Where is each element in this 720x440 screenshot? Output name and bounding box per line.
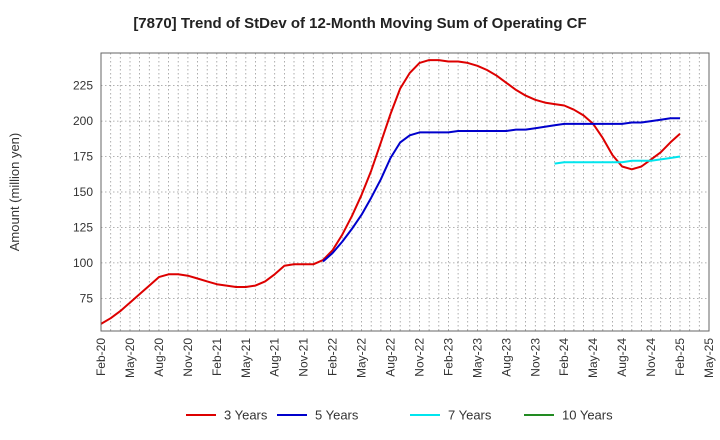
x-tick-label: May-24 — [586, 338, 600, 378]
plot-frame — [100, 52, 710, 332]
y-tick-label: 125 — [73, 221, 93, 235]
x-axis-ticks: Feb-20 May-20 Aug-20 Nov-20 Feb-21 May-21 Aug-… — [94, 338, 716, 378]
x-tick-label: Feb-22 — [326, 338, 340, 376]
y-tick-label: 150 — [73, 185, 93, 199]
y-tick-label: 75 — [80, 291, 94, 305]
x-tick-label: Aug-20 — [152, 338, 166, 377]
series-line-3 — [554, 155, 681, 165]
y-tick-label: 175 — [73, 150, 93, 164]
y-axis-ticks: 75 100 125 150 175 200 225 — [73, 79, 93, 306]
x-tick-label: Nov-24 — [644, 338, 658, 377]
x-tick-label: Aug-22 — [384, 338, 398, 377]
legend-label-3: 7 Years — [448, 408, 492, 423]
series-line-2 — [322, 117, 680, 263]
x-tick-label: May-22 — [355, 338, 369, 378]
x-tick-label: Feb-24 — [557, 338, 571, 376]
chart-title: [7870] Trend of StDev of 12-Month Moving… — [133, 15, 586, 32]
grid — [100, 53, 710, 331]
x-tick-label: Aug-23 — [499, 338, 513, 377]
x-tick-label: Aug-21 — [268, 338, 282, 377]
y-tick-label: 225 — [73, 79, 93, 93]
x-tick-label: Feb-23 — [441, 338, 455, 376]
x-tick-label: Feb-25 — [673, 338, 687, 376]
x-tick-label: May-20 — [123, 338, 137, 378]
x-tick-label: Feb-20 — [94, 338, 108, 376]
legend-label-1: 3 Years — [224, 408, 268, 423]
series-lines — [100, 59, 681, 325]
x-tick-label: May-25 — [702, 338, 716, 378]
y-axis-label: Amount (million yen) — [7, 133, 22, 252]
legend-label-4: 10 Years — [562, 408, 613, 423]
x-tick-label: Feb-21 — [210, 338, 224, 376]
x-tick-label: May-21 — [239, 338, 253, 378]
x-tick-label: May-23 — [470, 338, 484, 378]
legend-label-2: 5 Years — [315, 408, 359, 423]
legend: 3 Years 5 Years 7 Years 10 Years — [186, 408, 613, 423]
x-tick-label: Aug-24 — [615, 338, 629, 377]
series-line-1 — [100, 59, 681, 325]
y-tick-label: 200 — [73, 114, 93, 128]
x-tick-label: Nov-23 — [528, 338, 542, 377]
y-tick-label: 100 — [73, 256, 93, 270]
x-tick-label: Nov-21 — [297, 338, 311, 377]
x-tick-label: Nov-22 — [413, 338, 427, 377]
x-tick-label: Nov-20 — [181, 338, 195, 377]
